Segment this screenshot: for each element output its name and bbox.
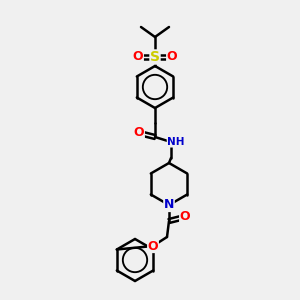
Text: N: N bbox=[164, 199, 174, 212]
Text: O: O bbox=[134, 127, 144, 140]
Text: NH: NH bbox=[167, 137, 185, 147]
Text: S: S bbox=[150, 50, 160, 64]
Text: O: O bbox=[148, 239, 158, 253]
Text: O: O bbox=[133, 50, 143, 64]
Text: O: O bbox=[180, 211, 190, 224]
Text: O: O bbox=[167, 50, 177, 64]
